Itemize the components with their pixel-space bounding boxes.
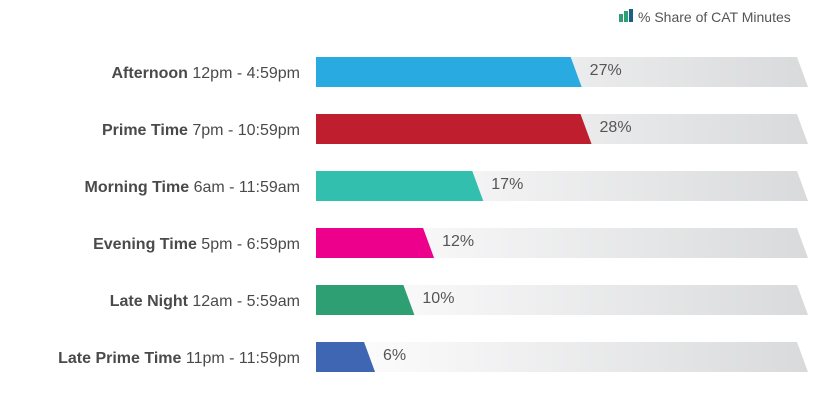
category-label: Prime Time 7pm - 10:59pm [102, 122, 300, 139]
bar-late-prime-time [316, 342, 376, 372]
bar-morning-time [316, 171, 484, 201]
value-labels: 27% 28% 17% 12% 10% 6% [383, 62, 632, 364]
category-time-range: 11pm - 11:59pm [181, 350, 300, 367]
legend-icon-bar-2 [624, 11, 628, 22]
category-name: Prime Time [102, 122, 188, 139]
category-label: Late Prime Time 11pm - 11:59pm [58, 350, 300, 367]
category-time-range: 12pm - 4:59pm [188, 65, 300, 82]
bar-track [316, 228, 808, 258]
category-time-range: 12am - 5:59am [188, 293, 300, 310]
bar-late-night [316, 285, 415, 315]
bar-prime-time [316, 114, 592, 144]
category-time-range: 6am - 11:59am [189, 179, 300, 196]
bar-afternoon [316, 57, 582, 87]
bar-series [316, 57, 592, 372]
category-label: Afternoon 12pm - 4:59pm [112, 65, 301, 82]
value-label: 6% [383, 347, 406, 364]
category-time-range: 7pm - 10:59pm [188, 122, 300, 139]
category-name: Morning Time [85, 179, 190, 196]
value-label: 17% [491, 176, 523, 193]
bar-track [316, 285, 808, 315]
category-name: Late Night [110, 293, 189, 310]
category-label: Morning Time 6am - 11:59am [85, 179, 300, 196]
value-label: 27% [590, 62, 622, 79]
bar-evening-time [316, 228, 435, 258]
category-label: Evening Time 5pm - 6:59pm [93, 236, 300, 253]
legend-icon-bar-1 [619, 14, 623, 22]
bar-tracks [316, 57, 808, 372]
legend-icon-bar-3 [629, 9, 633, 22]
category-name: Late Prime Time [58, 350, 181, 367]
bar-track [316, 342, 808, 372]
category-label: Late Night 12am - 5:59am [110, 293, 300, 310]
category-labels: Afternoon 12pm - 4:59pm Prime Time 7pm - … [58, 65, 300, 367]
category-name: Afternoon [112, 65, 188, 82]
legend: % Share of CAT Minutes [619, 9, 791, 25]
value-label: 12% [442, 233, 474, 250]
category-name: Evening Time [93, 236, 197, 253]
value-label: 10% [422, 290, 454, 307]
value-label: 28% [600, 119, 632, 136]
category-time-range: 5pm - 6:59pm [197, 236, 300, 253]
legend-label: % Share of CAT Minutes [638, 9, 791, 25]
